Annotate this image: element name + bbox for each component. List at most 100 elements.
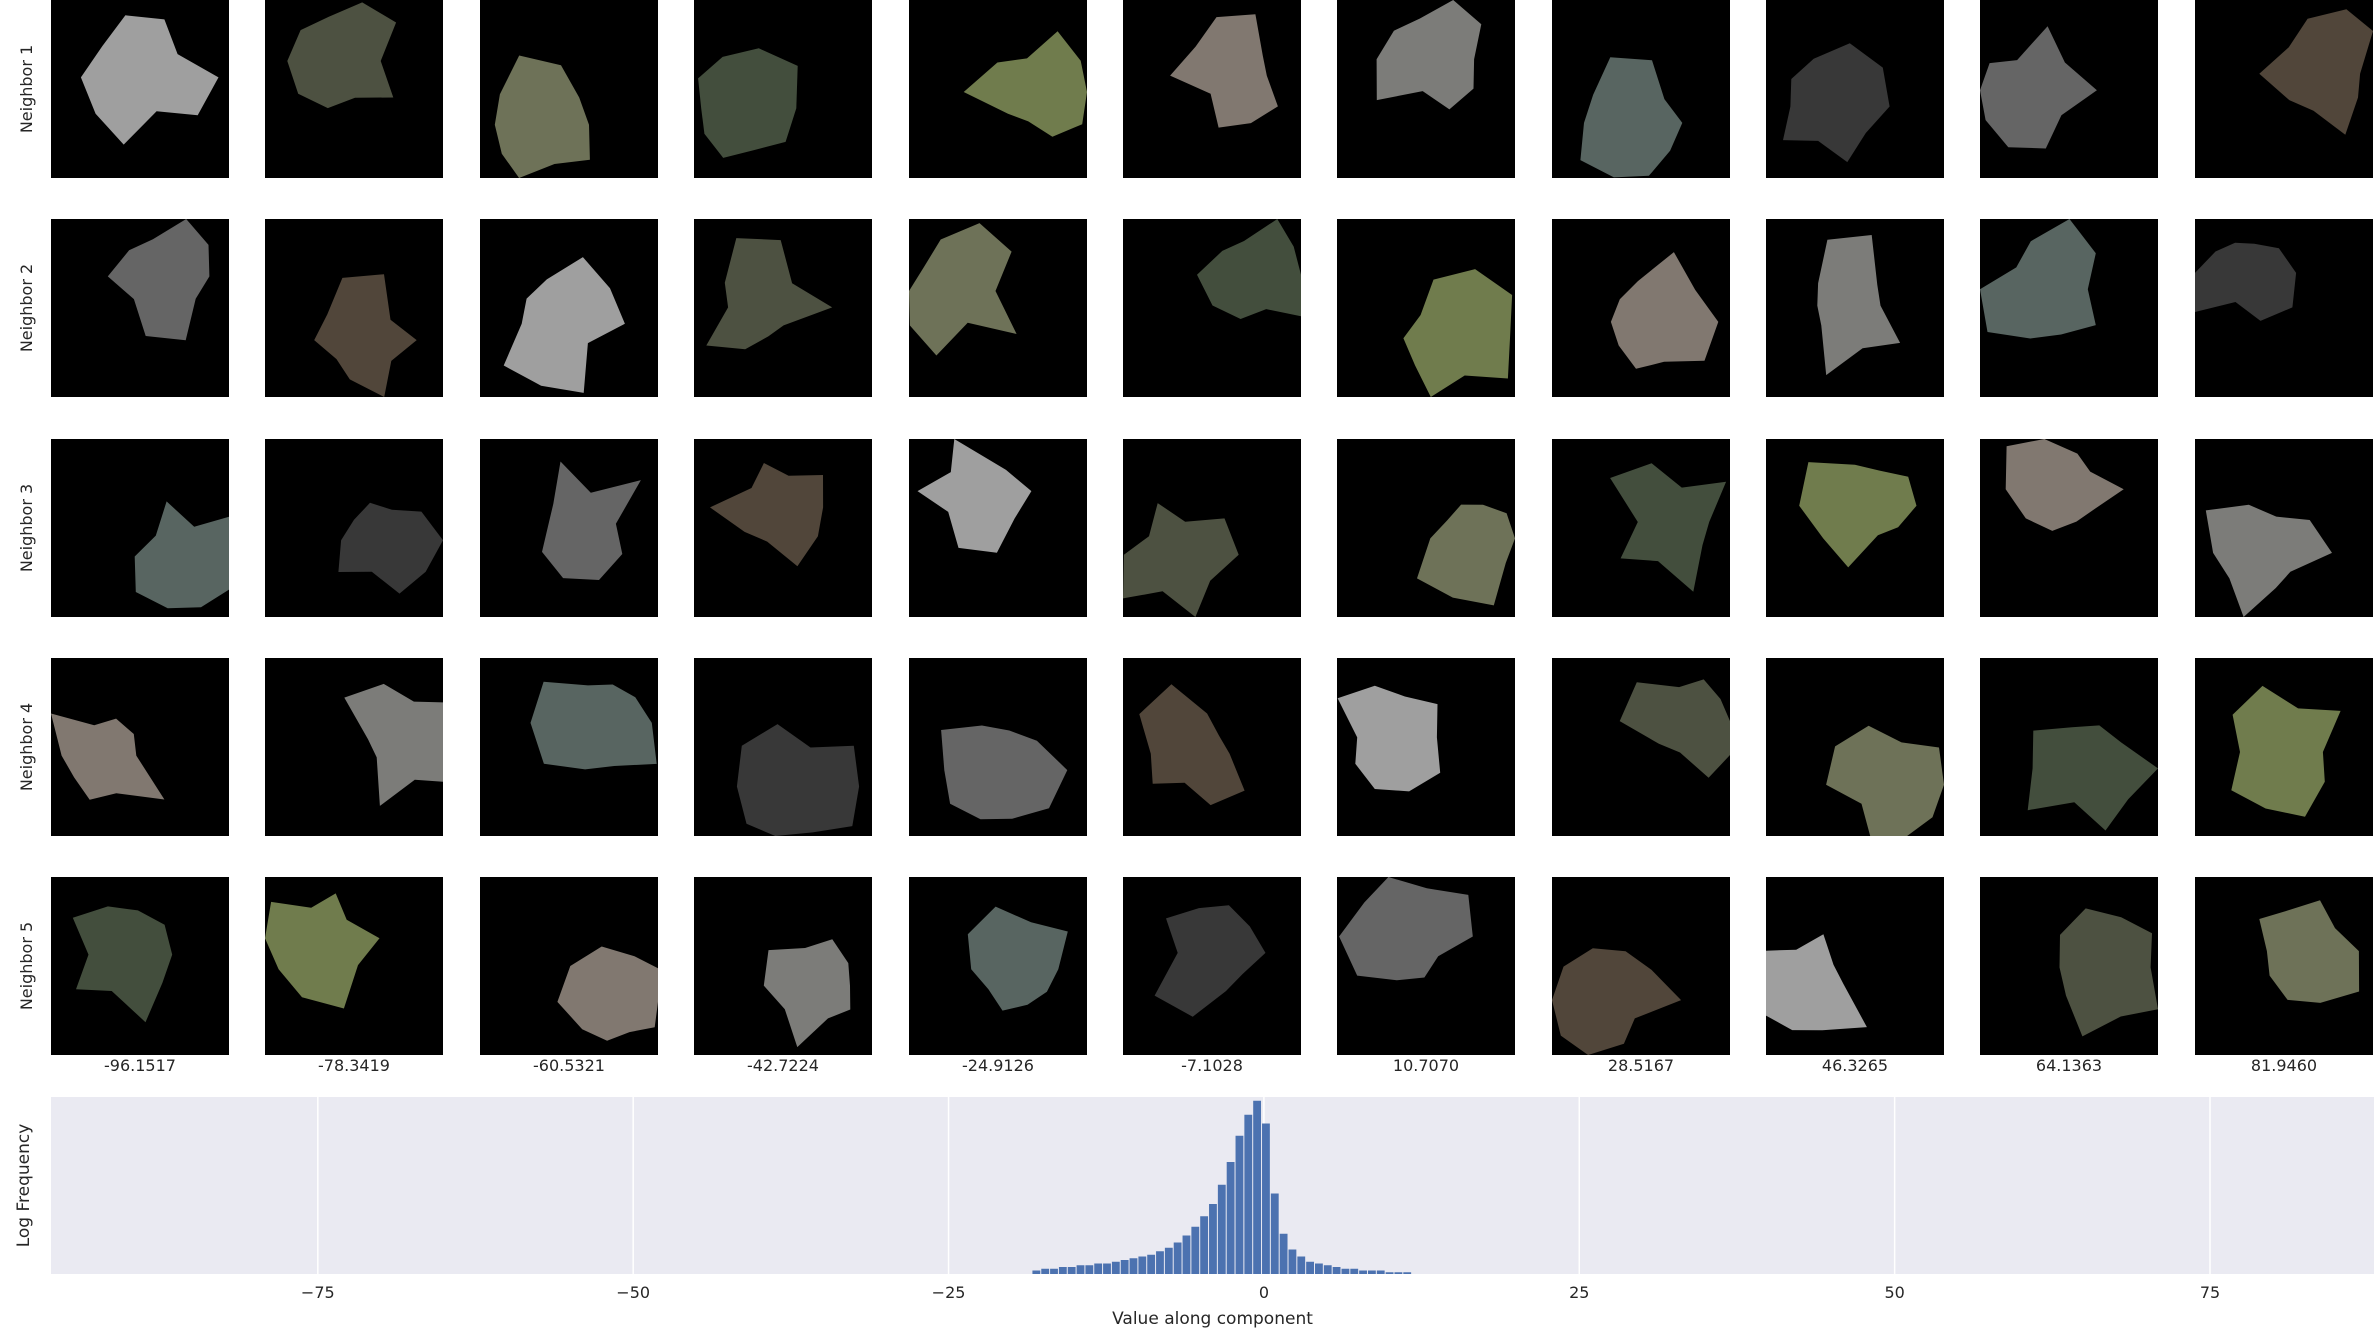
neighbor-thumbnail: [480, 658, 658, 836]
neighbor-thumbnail: [1766, 219, 1944, 397]
neighbor-thumbnail: [265, 658, 443, 836]
column-value: -42.7224: [747, 1056, 819, 1075]
neighbor-thumbnail: [1337, 877, 1515, 1055]
histogram-bars: [1032, 1100, 1412, 1274]
neighbor-thumbnail: [51, 658, 229, 836]
row-label: Neighbor 2: [17, 264, 36, 352]
row-label: Neighbor 3: [17, 484, 36, 572]
neighbor-thumbnail: [1980, 439, 2158, 617]
histogram-bar: [1182, 1235, 1191, 1274]
neighbor-thumbnail-grid: Neighbor 1 Neighbor 2 Neighbor 3 Neighbor 4…: [17, 0, 2373, 1075]
neighbor-thumbnail: [1980, 0, 2158, 178]
histogram-bar: [1359, 1270, 1367, 1274]
neighbor-thumbnail: [265, 877, 443, 1055]
neighbor-thumbnail: [480, 219, 658, 397]
neighbor-thumbnail: [265, 0, 443, 178]
y-axis-label: Log Frequency: [14, 1124, 34, 1248]
neighbor-thumbnail: [1337, 439, 1515, 617]
histogram-bar: [1262, 1123, 1270, 1274]
histogram-bar: [1323, 1265, 1332, 1274]
column-value: 28.5167: [1608, 1056, 1674, 1075]
neighbor-thumbnail: [480, 0, 658, 178]
column-value: 46.3265: [1822, 1056, 1888, 1075]
column-values: -96.1517 -78.3419 -60.5321 -42.7224 -24.9126…: [104, 1056, 2317, 1075]
histogram-bar: [1138, 1256, 1147, 1274]
thumbnails: [51, 0, 2373, 1055]
column-value: -60.5321: [533, 1056, 605, 1075]
row-label: Neighbor 1: [17, 45, 36, 133]
histogram-bar: [1103, 1263, 1111, 1274]
neighbor-thumbnail: [480, 877, 658, 1055]
histogram-bar: [1376, 1270, 1385, 1274]
histogram-bar: [1164, 1247, 1173, 1274]
histogram-bar: [1129, 1258, 1138, 1274]
histogram-bar: [1244, 1114, 1253, 1274]
neighbor-thumbnail: [1980, 658, 2158, 836]
column-value: 81.9460: [2251, 1056, 2317, 1075]
column-value: -78.3419: [318, 1056, 390, 1075]
column-value: 64.1363: [2036, 1056, 2102, 1075]
x-tick-label: 50: [1884, 1283, 1904, 1302]
neighbor-thumbnail: [694, 219, 872, 397]
histogram-bar: [1147, 1254, 1156, 1274]
column-value: -96.1517: [104, 1056, 176, 1075]
histogram-bar: [1058, 1267, 1067, 1274]
histogram-bar: [1156, 1251, 1164, 1274]
neighbor-thumbnail: [1980, 219, 2158, 397]
neighbor-thumbnail: [51, 0, 229, 178]
neighbor-thumbnail: [1766, 658, 1944, 836]
neighbor-thumbnail: [1337, 219, 1515, 397]
column-value: -7.1028: [1181, 1056, 1243, 1075]
neighbor-thumbnail: [1337, 0, 1515, 178]
histogram-bar: [1120, 1260, 1129, 1274]
histogram-bar: [1341, 1268, 1350, 1274]
neighbor-thumbnail: [265, 439, 443, 617]
histogram-bar: [1111, 1261, 1120, 1274]
neighbor-thumbnail: [1552, 439, 1730, 617]
histogram-bar: [1297, 1256, 1306, 1274]
gridlines: [317, 1097, 2211, 1274]
histogram-bar: [1076, 1265, 1085, 1274]
histogram-bar: [1367, 1270, 1376, 1274]
neighbor-thumbnail: [1766, 0, 1944, 178]
neighbor-thumbnail: [1980, 877, 2158, 1055]
neighbor-thumbnail: [1552, 877, 1730, 1055]
histogram-bar: [1279, 1233, 1288, 1274]
histogram-bar: [1350, 1268, 1359, 1274]
neighbor-thumbnail: [694, 877, 872, 1055]
row-label: Neighbor 5: [17, 922, 36, 1010]
row-label: Neighbor 4: [17, 703, 36, 791]
column-value: 10.7070: [1393, 1056, 1459, 1075]
histogram-bar: [1050, 1268, 1058, 1274]
histogram-bar: [1067, 1267, 1076, 1274]
neighbor-thumbnail: [1766, 439, 1944, 617]
neighbor-thumbnail: [265, 219, 443, 397]
neighbor-thumbnail: [694, 0, 872, 178]
x-tick-label: −50: [616, 1283, 650, 1302]
neighbor-thumbnail: [909, 658, 1087, 836]
histogram-bar: [1315, 1263, 1323, 1274]
x-tick-label: 0: [1259, 1283, 1269, 1302]
histogram-bar: [1394, 1272, 1403, 1274]
neighbor-thumbnail: [694, 658, 872, 836]
neighbor-thumbnail: [1552, 0, 1730, 178]
histogram-bar: [1385, 1272, 1394, 1274]
neighbor-thumbnail: [2195, 439, 2373, 617]
neighbor-thumbnail: [2195, 877, 2373, 1055]
row-labels: Neighbor 1 Neighbor 2 Neighbor 3 Neighbor 4…: [17, 45, 36, 1010]
neighbor-thumbnail: [2195, 219, 2373, 397]
neighbor-thumbnail: [909, 219, 1087, 397]
neighbor-thumbnail: [51, 877, 229, 1055]
neighbor-thumbnail: [909, 877, 1087, 1055]
x-tick-label: −25: [932, 1283, 966, 1302]
neighbor-thumbnail: [1123, 877, 1301, 1055]
neighbor-thumbnail: [51, 219, 229, 397]
x-tick-label: 25: [1569, 1283, 1589, 1302]
histogram-bar: [1173, 1242, 1182, 1274]
histogram-bar: [1226, 1162, 1235, 1274]
histogram-bar: [1209, 1204, 1217, 1274]
histogram-bar: [1306, 1261, 1315, 1274]
histogram-bar: [1270, 1193, 1279, 1274]
neighbor-thumbnail: [1123, 439, 1301, 617]
neighbor-thumbnail: [1123, 658, 1301, 836]
